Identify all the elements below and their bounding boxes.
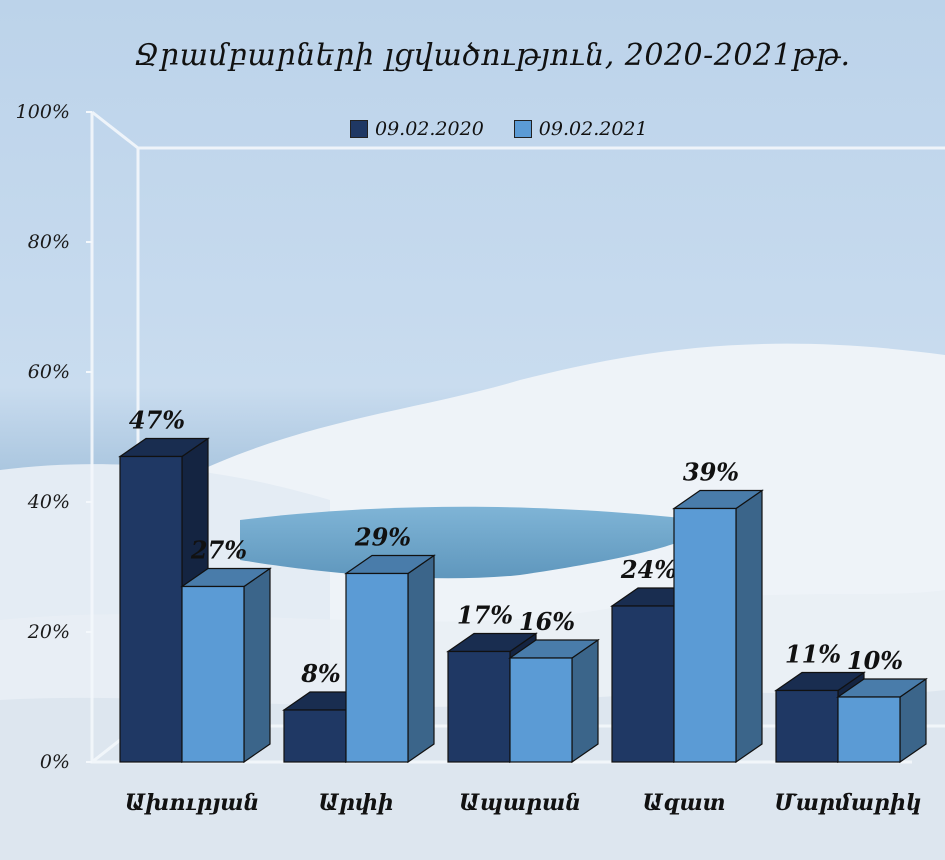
legend-swatch-series-2 [513, 120, 532, 138]
bar-front-2-1 [181, 585, 245, 763]
chart-title: Ջրամբարների լցվածություն, 2020-2021թթ. [134, 38, 851, 73]
legend-item-series-1: 09.02.2020 [350, 118, 484, 140]
y-tick-label-4: 80% [28, 231, 70, 253]
bar-front-1-1 [119, 455, 183, 763]
bar-2-3 [508, 638, 600, 764]
bar-front-2-3 [509, 657, 573, 763]
x-tick-label-4: Ազատ [642, 790, 725, 816]
bar-front-1-2 [283, 709, 347, 763]
data-label-2-3: 16% [519, 607, 575, 636]
data-label-1-5: 11% [785, 640, 841, 669]
bar-front-1-3 [447, 650, 511, 763]
x-tick-label-2: Արփի [318, 790, 393, 816]
y-tick-label-1: 20% [27, 621, 70, 643]
legend-label-series-1: 09.02.2020 [375, 118, 484, 140]
bar-2-1 [180, 567, 272, 764]
y-tick-label-0: 0% [40, 751, 70, 773]
legend: 09.02.2020 09.02.2021 [350, 118, 648, 140]
legend-swatch-series-1 [350, 120, 368, 138]
data-label-2-1: 27% [190, 536, 247, 565]
x-tick-label-3: Ապարան [459, 790, 581, 816]
bar-2-4 [672, 489, 764, 764]
bar-side-2-2 [407, 554, 435, 764]
data-label-1-4: 24% [620, 555, 677, 584]
bar-front-2-5 [837, 696, 901, 763]
bar-front-2-2 [345, 572, 409, 763]
bar-front-1-4 [611, 605, 675, 763]
y-tick-label-2: 40% [27, 491, 70, 513]
bar-side-2-3 [571, 638, 599, 764]
x-tick-label-5: Մարմարիկ [774, 790, 921, 816]
bar-side-2-4 [735, 489, 763, 764]
bar-2-5 [836, 677, 928, 764]
x-tick-label-1: Ախուրյան [125, 790, 260, 816]
data-label-2-4: 39% [683, 458, 739, 487]
data-label-2-5: 10% [847, 646, 903, 675]
data-label-1-1: 47% [129, 406, 185, 435]
data-label-1-3: 17% [457, 601, 513, 630]
bar-2-2 [344, 554, 436, 764]
legend-label-series-2: 09.02.2021 [538, 118, 648, 140]
data-label-2-2: 29% [354, 523, 411, 552]
bar-front-1-5 [775, 689, 839, 763]
data-label-1-2: 8% [300, 659, 341, 688]
y-tick-label-5: 100% [16, 101, 70, 123]
bar-side-2-1 [243, 567, 271, 764]
y-tick-label-3: 60% [28, 361, 70, 383]
bar-front-2-4 [673, 507, 737, 763]
legend-item-series-2: 09.02.2021 [513, 118, 648, 140]
